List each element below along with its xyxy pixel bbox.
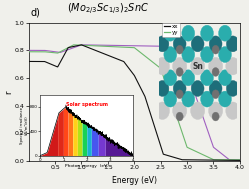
X-axis label: Energy (eV): Energy (eV) <box>112 176 157 185</box>
Text: d): d) <box>31 7 41 17</box>
Legend: xx, yy: xx, yy <box>162 23 180 37</box>
Y-axis label: r: r <box>4 90 13 94</box>
Text: $(Mo_{2/3}Sc_{1/3})_2SnC$: $(Mo_{2/3}Sc_{1/3})_2SnC$ <box>67 2 149 17</box>
